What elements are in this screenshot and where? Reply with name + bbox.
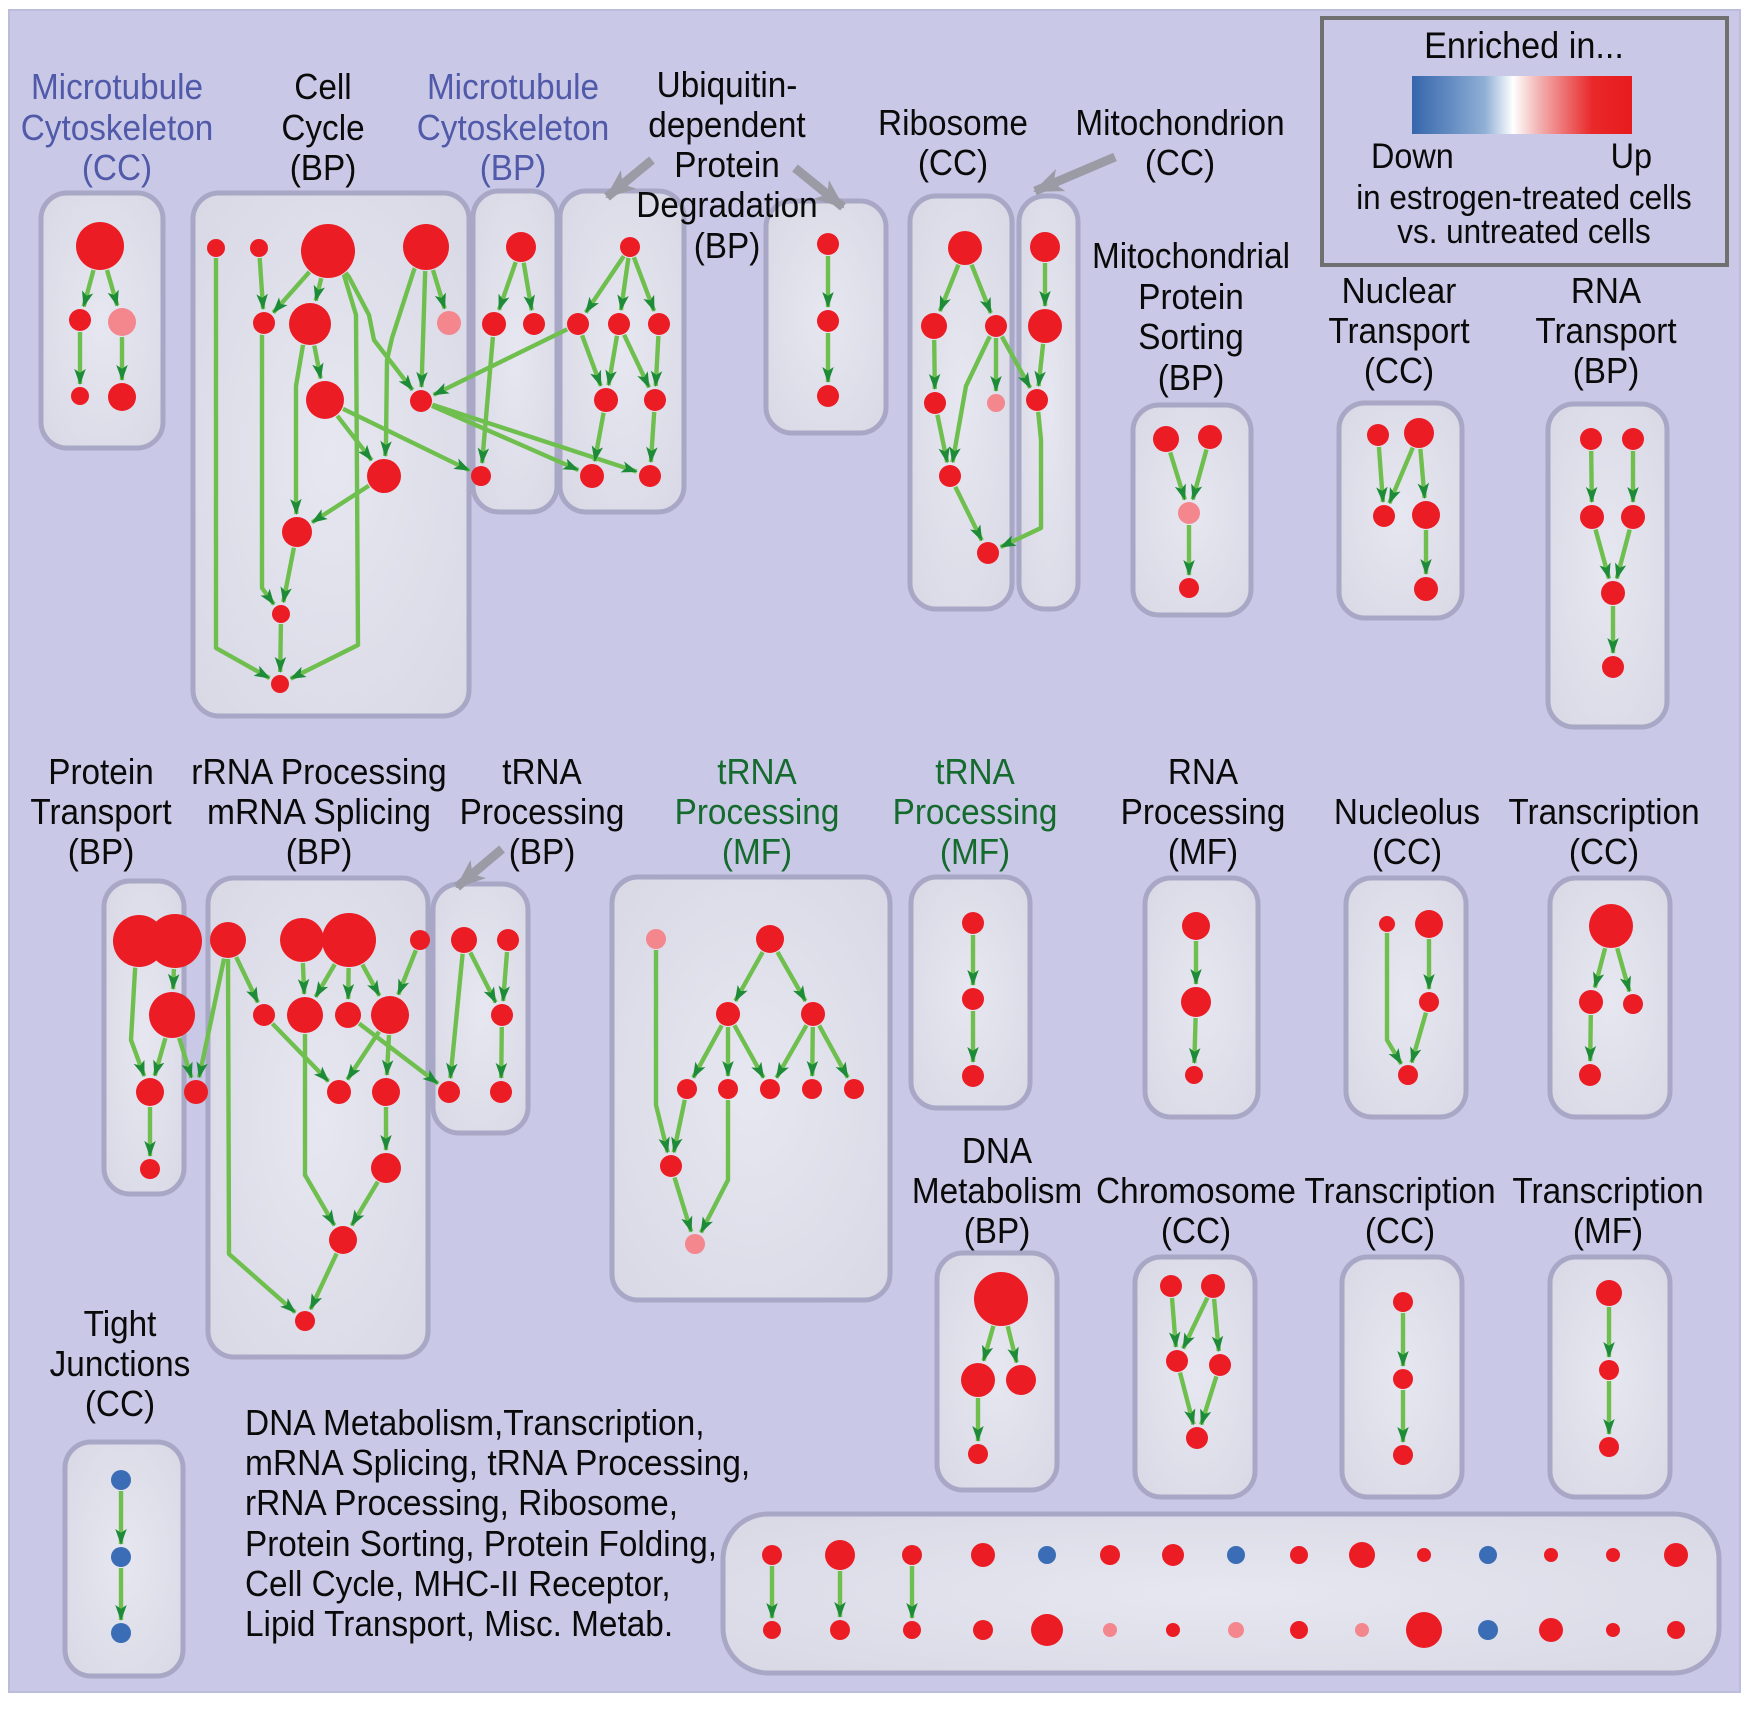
svg-text:Degradation: Degradation [636, 184, 817, 225]
svg-text:Cycle: Cycle [281, 107, 364, 148]
svg-text:Transcription: Transcription [1512, 1170, 1703, 1211]
svg-text:(MF): (MF) [1168, 831, 1238, 872]
svg-text:Sorting: Sorting [1138, 316, 1244, 357]
svg-text:RNA: RNA [1168, 751, 1238, 792]
svg-text:(BP): (BP) [290, 147, 357, 188]
svg-text:Junctions: Junctions [50, 1343, 191, 1384]
svg-text:Processing: Processing [893, 791, 1058, 832]
svg-text:(CC): (CC) [1145, 142, 1215, 183]
svg-text:Transcription: Transcription [1508, 791, 1699, 832]
svg-text:Microtubule: Microtubule [427, 66, 599, 107]
svg-text:(BP): (BP) [694, 225, 761, 266]
svg-text:vs. untreated cells: vs. untreated cells [1397, 213, 1651, 251]
svg-text:(MF): (MF) [940, 831, 1010, 872]
svg-text:(BP): (BP) [1573, 350, 1640, 391]
svg-text:Transport: Transport [1535, 310, 1676, 351]
svg-text:(MF): (MF) [1573, 1210, 1643, 1251]
svg-text:rRNA Processing: rRNA Processing [191, 751, 446, 792]
svg-text:Protein: Protein [48, 751, 154, 792]
svg-text:tRNA: tRNA [935, 751, 1015, 792]
svg-text:DNA Metabolism,Transcription,: DNA Metabolism,Transcription, [245, 1402, 705, 1443]
svg-text:tRNA: tRNA [717, 751, 797, 792]
svg-text:mRNA Splicing, tRNA Processing: mRNA Splicing, tRNA Processing, [245, 1442, 750, 1483]
svg-text:RNA: RNA [1571, 270, 1641, 311]
svg-text:(BP): (BP) [509, 831, 576, 872]
svg-text:(BP): (BP) [480, 147, 547, 188]
svg-text:Cell: Cell [294, 66, 351, 107]
svg-text:Transcription: Transcription [1304, 1170, 1495, 1211]
svg-text:Processing: Processing [1121, 791, 1286, 832]
svg-text:Processing: Processing [675, 791, 840, 832]
svg-text:(CC): (CC) [1161, 1210, 1231, 1251]
svg-text:Mitochondrial: Mitochondrial [1092, 235, 1290, 276]
svg-text:Cell Cycle, MHC-II Receptor,: Cell Cycle, MHC-II Receptor, [245, 1563, 671, 1604]
svg-text:(CC): (CC) [1365, 1210, 1435, 1251]
svg-text:Chromosome: Chromosome [1096, 1170, 1296, 1211]
svg-text:Transport: Transport [30, 791, 171, 832]
svg-text:(MF): (MF) [722, 831, 792, 872]
svg-text:Lipid Transport, Misc. Metab.: Lipid Transport, Misc. Metab. [245, 1603, 673, 1644]
svg-text:Up: Up [1611, 137, 1652, 176]
svg-text:dependent: dependent [648, 104, 805, 145]
svg-text:(BP): (BP) [68, 831, 135, 872]
svg-text:Microtubule: Microtubule [31, 66, 203, 107]
svg-text:(CC): (CC) [1364, 350, 1434, 391]
svg-text:(BP): (BP) [1158, 357, 1225, 398]
svg-text:Protein: Protein [674, 144, 780, 185]
svg-text:mRNA Splicing: mRNA Splicing [207, 791, 431, 832]
svg-text:Nuclear: Nuclear [1342, 270, 1457, 311]
svg-text:Enriched in...: Enriched in... [1424, 25, 1624, 66]
svg-text:(CC): (CC) [1569, 831, 1639, 872]
svg-text:Tight: Tight [84, 1303, 157, 1344]
svg-text:Ribosome: Ribosome [878, 102, 1028, 143]
svg-text:tRNA: tRNA [502, 751, 582, 792]
svg-text:Mitochondrion: Mitochondrion [1075, 102, 1284, 143]
svg-text:in estrogen-treated cells: in estrogen-treated cells [1356, 179, 1692, 217]
svg-text:Processing: Processing [460, 791, 625, 832]
svg-text:Protein: Protein [1138, 276, 1244, 317]
svg-text:(CC): (CC) [85, 1383, 155, 1424]
svg-text:(CC): (CC) [1372, 831, 1442, 872]
svg-text:Nucleolus: Nucleolus [1334, 791, 1480, 832]
svg-text:Ubiquitin-: Ubiquitin- [657, 64, 798, 105]
svg-text:Cytoskeleton: Cytoskeleton [21, 107, 214, 148]
svg-text:Metabolism: Metabolism [912, 1170, 1082, 1211]
svg-text:Protein Sorting, Protein Foldi: Protein Sorting, Protein Folding, [245, 1523, 717, 1564]
svg-text:DNA: DNA [962, 1130, 1032, 1171]
svg-text:Transport: Transport [1328, 310, 1469, 351]
svg-text:(CC): (CC) [918, 142, 988, 183]
svg-text:Down: Down [1371, 137, 1454, 176]
svg-text:(BP): (BP) [964, 1210, 1031, 1251]
svg-text:Cytoskeleton: Cytoskeleton [417, 107, 610, 148]
svg-text:rRNA Processing, Ribosome,: rRNA Processing, Ribosome, [245, 1482, 678, 1523]
svg-text:(CC): (CC) [82, 147, 152, 188]
svg-text:(BP): (BP) [286, 831, 353, 872]
